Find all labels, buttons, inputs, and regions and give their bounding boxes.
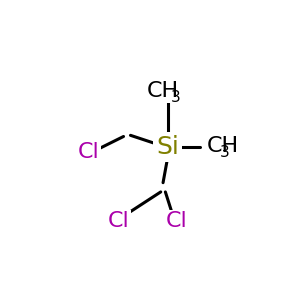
Text: CH: CH <box>207 136 239 156</box>
Text: Si: Si <box>156 135 179 159</box>
Text: Cl: Cl <box>166 211 188 231</box>
Text: Cl: Cl <box>78 142 100 161</box>
Text: 3: 3 <box>220 145 230 160</box>
Text: 3: 3 <box>171 90 181 105</box>
Text: Cl: Cl <box>108 211 130 231</box>
Text: CH: CH <box>147 81 179 101</box>
